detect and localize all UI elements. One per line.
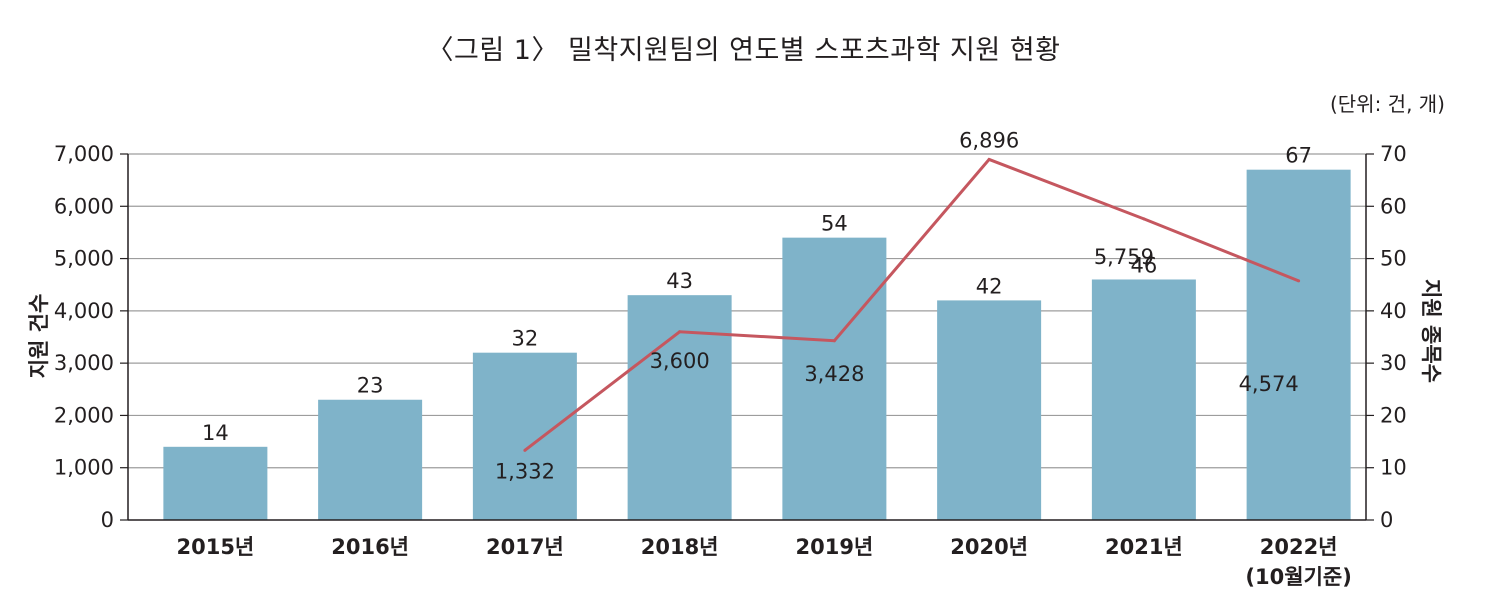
left-tick-label: 0 — [101, 508, 114, 532]
bar-value-label: 67 — [1285, 144, 1312, 168]
left-tick-label: 5,000 — [54, 247, 114, 271]
left-axis-title: 지원 건수 — [27, 294, 51, 379]
x-category-label: 2022년 (10월기준) — [1245, 535, 1351, 589]
bar-value-label: 32 — [512, 327, 539, 351]
left-tick-label: 3,000 — [54, 351, 114, 375]
right-tick-label: 20 — [1380, 403, 1407, 427]
x-category-label: 2020년 — [950, 535, 1028, 559]
bar — [1246, 169, 1351, 520]
bar-value-label: 43 — [666, 269, 693, 293]
right-tick-label: 0 — [1380, 508, 1393, 532]
line-point — [1297, 279, 1301, 283]
bar-value-label: 54 — [821, 212, 848, 236]
right-tick-label: 30 — [1380, 351, 1407, 375]
left-tick-label: 6,000 — [54, 194, 114, 218]
right-tick-label: 50 — [1380, 247, 1407, 271]
left-tick-label: 2,000 — [54, 403, 114, 427]
line-value-label: 4,574 — [1239, 372, 1299, 396]
bar — [472, 352, 577, 520]
line-point — [523, 448, 527, 452]
bar-series — [163, 169, 1351, 520]
line-value-label: 5,759 — [1094, 245, 1154, 269]
line-value-label: 6,896 — [959, 128, 1019, 152]
x-category-label: 2015년 — [176, 535, 254, 559]
bar-value-label: 23 — [357, 374, 384, 398]
line-value-label: 3,428 — [804, 362, 864, 386]
bar-value-label: 46 — [1131, 253, 1158, 277]
line-point — [678, 330, 682, 334]
left-tick-label: 4,000 — [54, 299, 114, 323]
bar — [318, 399, 423, 520]
x-category-label: 2016년 — [331, 535, 409, 559]
x-category-label: 2018년 — [641, 535, 719, 559]
right-tick-label: 40 — [1380, 299, 1407, 323]
bar — [163, 446, 268, 520]
x-category-label: 2019년 — [795, 535, 873, 559]
bar — [1091, 279, 1196, 520]
bar-value-label: 42 — [976, 274, 1003, 298]
right-axis-title: 지원 종목수 — [1419, 279, 1443, 383]
bar — [782, 237, 887, 520]
x-category-label: 2017년 — [486, 535, 564, 559]
right-tick-label: 60 — [1380, 194, 1407, 218]
bar-value-label: 14 — [202, 421, 229, 445]
bar — [627, 295, 732, 520]
left-tick-label: 7,000 — [54, 142, 114, 166]
data-labels: 14 23 32 43 54 42 46 67 1,332 3,600 3,428 6,896 5,75… — [202, 128, 1312, 483]
right-tick-label: 70 — [1380, 142, 1407, 166]
line-value-label: 3,600 — [650, 349, 710, 373]
x-category-label: 2021년 — [1105, 535, 1183, 559]
axes: 0 1,000 2,000 3,000 4,000 5,000 6,000 7,000 0 10 2… — [54, 142, 1407, 589]
line-path — [523, 157, 1300, 452]
right-tick-label: 10 — [1380, 456, 1407, 480]
line-point — [832, 339, 836, 343]
line-series — [523, 157, 1301, 452]
left-tick-label: 1,000 — [54, 456, 114, 480]
line-point — [987, 157, 991, 161]
bar — [937, 300, 1042, 520]
chart-title: 〈그림 1〉 밀착지원팀의 연도별 스포츠과학 지원 현황 — [426, 35, 1061, 66]
line-point — [1142, 217, 1146, 221]
unit-label: (단위: 건, 개) — [1329, 92, 1445, 116]
line-value-label: 1,332 — [495, 459, 555, 483]
